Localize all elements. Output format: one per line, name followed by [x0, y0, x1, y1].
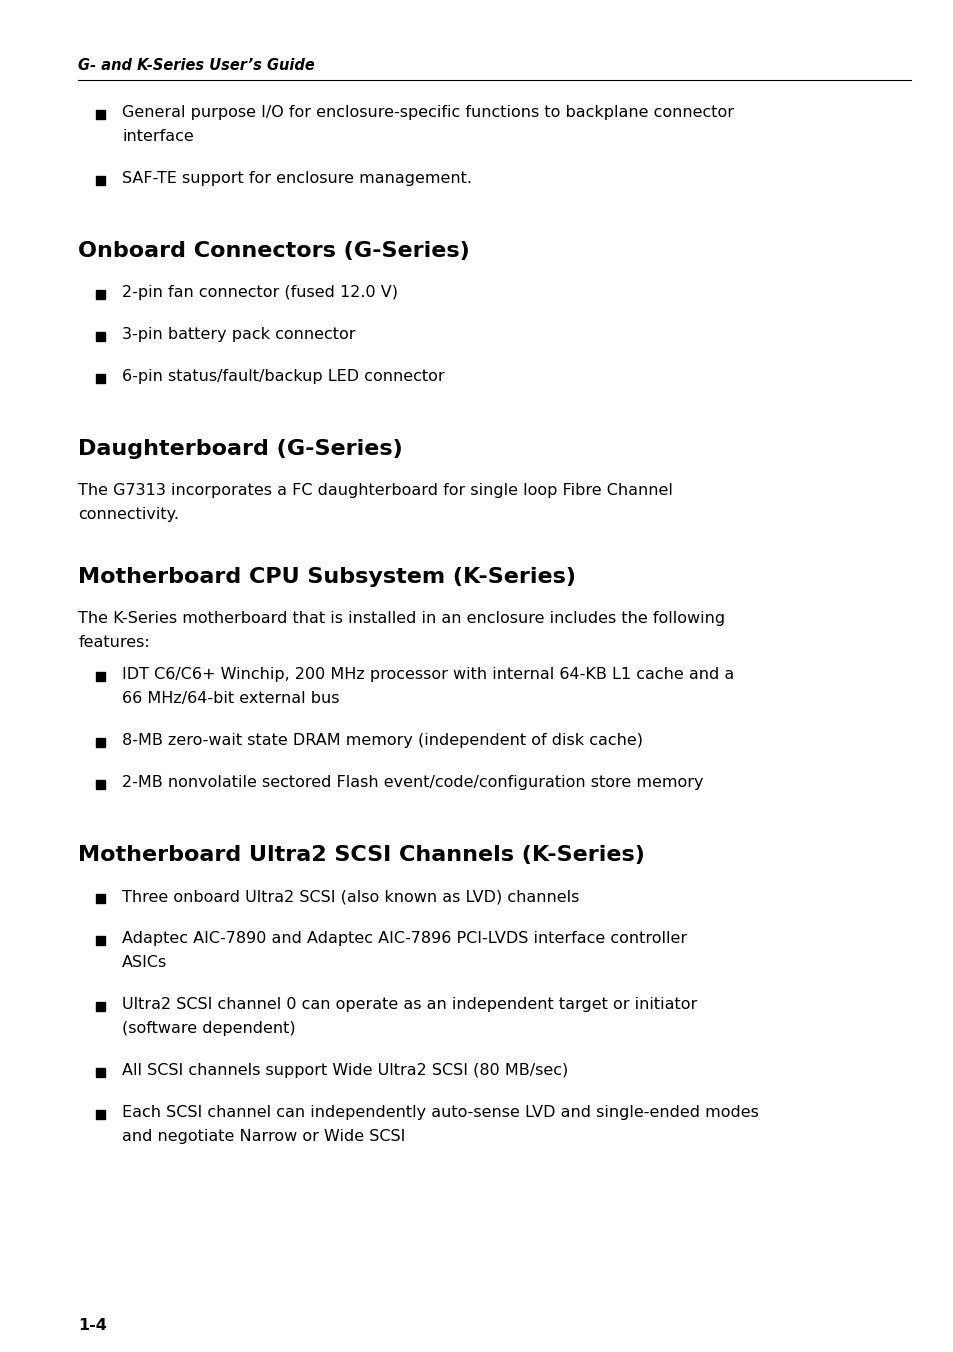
FancyBboxPatch shape: [95, 1068, 105, 1076]
Text: The K-Series motherboard that is installed in an enclosure includes the followin: The K-Series motherboard that is install…: [78, 611, 724, 626]
FancyBboxPatch shape: [95, 110, 105, 119]
Text: Adaptec AIC-7890 and Adaptec AIC-7896 PCI-LVDS interface controller: Adaptec AIC-7890 and Adaptec AIC-7896 PC…: [122, 932, 686, 946]
FancyBboxPatch shape: [95, 936, 105, 945]
Text: Ultra2 SCSI channel 0 can operate as an independent target or initiator: Ultra2 SCSI channel 0 can operate as an …: [122, 996, 697, 1013]
Text: All SCSI channels support Wide Ultra2 SCSI (80 MB/sec): All SCSI channels support Wide Ultra2 SC…: [122, 1063, 568, 1078]
Text: ASICs: ASICs: [122, 955, 167, 969]
FancyBboxPatch shape: [95, 738, 105, 746]
FancyBboxPatch shape: [95, 780, 105, 788]
Text: 2-pin fan connector (fused 12.0 V): 2-pin fan connector (fused 12.0 V): [122, 285, 397, 300]
FancyBboxPatch shape: [95, 1002, 105, 1010]
Text: 1-4: 1-4: [78, 1318, 107, 1333]
FancyBboxPatch shape: [95, 1110, 105, 1118]
FancyBboxPatch shape: [95, 176, 105, 185]
Text: 2-MB nonvolatile sectored Flash event/code/configuration store memory: 2-MB nonvolatile sectored Flash event/co…: [122, 775, 703, 790]
Text: General purpose I/O for enclosure-specific functions to backplane connector: General purpose I/O for enclosure-specif…: [122, 105, 734, 120]
Text: Motherboard CPU Subsystem (K-Series): Motherboard CPU Subsystem (K-Series): [78, 566, 576, 587]
Text: Each SCSI channel can independently auto-sense LVD and single-ended modes: Each SCSI channel can independently auto…: [122, 1105, 759, 1119]
FancyBboxPatch shape: [95, 894, 105, 903]
Text: Daughterboard (G-Series): Daughterboard (G-Series): [78, 439, 402, 458]
Text: 8-MB zero-wait state DRAM memory (independent of disk cache): 8-MB zero-wait state DRAM memory (indepe…: [122, 733, 642, 748]
Text: IDT C6/C6+ Winchip, 200 MHz processor with internal 64-KB L1 cache and a: IDT C6/C6+ Winchip, 200 MHz processor wi…: [122, 667, 734, 681]
Text: G- and K-Series User’s Guide: G- and K-Series User’s Guide: [78, 58, 314, 73]
FancyBboxPatch shape: [95, 672, 105, 680]
Text: 3-pin battery pack connector: 3-pin battery pack connector: [122, 327, 355, 342]
Text: Three onboard Ultra2 SCSI (also known as LVD) channels: Three onboard Ultra2 SCSI (also known as…: [122, 890, 578, 904]
Text: The G7313 incorporates a FC daughterboard for single loop Fibre Channel: The G7313 incorporates a FC daughterboar…: [78, 483, 673, 498]
Text: Motherboard Ultra2 SCSI Channels (K-Series): Motherboard Ultra2 SCSI Channels (K-Seri…: [78, 845, 644, 865]
Text: features:: features:: [78, 635, 150, 650]
Text: interface: interface: [122, 128, 193, 145]
Text: connectivity.: connectivity.: [78, 507, 179, 522]
Text: (software dependent): (software dependent): [122, 1021, 295, 1036]
Text: 6-pin status/fault/backup LED connector: 6-pin status/fault/backup LED connector: [122, 369, 444, 384]
Text: SAF-TE support for enclosure management.: SAF-TE support for enclosure management.: [122, 170, 472, 187]
Text: Onboard Connectors (G-Series): Onboard Connectors (G-Series): [78, 241, 470, 261]
Text: 66 MHz/64-bit external bus: 66 MHz/64-bit external bus: [122, 691, 339, 706]
FancyBboxPatch shape: [95, 331, 105, 341]
FancyBboxPatch shape: [95, 289, 105, 299]
Text: and negotiate Narrow or Wide SCSI: and negotiate Narrow or Wide SCSI: [122, 1129, 405, 1144]
FancyBboxPatch shape: [95, 373, 105, 383]
